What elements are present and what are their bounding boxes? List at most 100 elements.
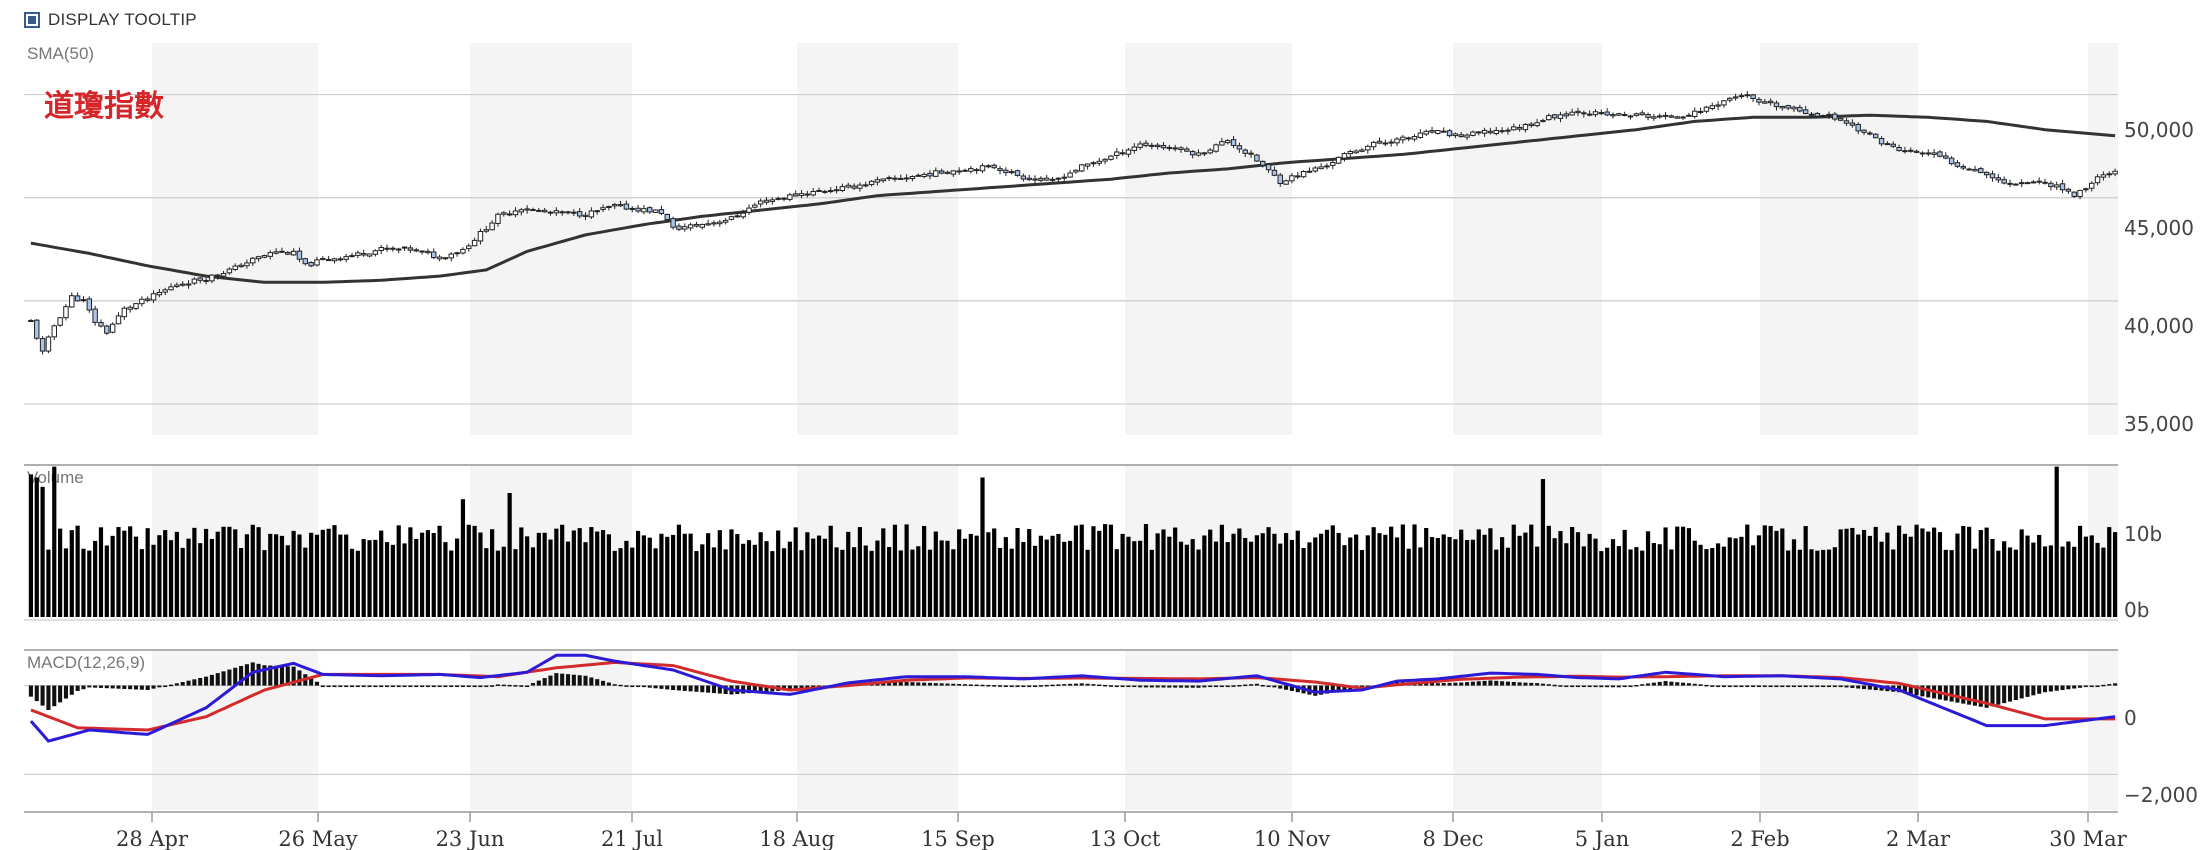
volume-bar bbox=[2072, 546, 2077, 617]
macd-histogram-bar bbox=[495, 684, 501, 686]
macd-histogram-bar bbox=[1949, 685, 1954, 702]
macd-histogram-bar bbox=[1027, 685, 1032, 688]
macd-histogram-bar bbox=[227, 669, 232, 686]
volume-bar bbox=[1645, 531, 1651, 617]
price-axis: 50,000 45,000 40,000 35,000 bbox=[2124, 118, 2194, 436]
volume-bar bbox=[1873, 526, 1878, 617]
macd-histogram-bar bbox=[163, 685, 168, 688]
volume-bar bbox=[139, 549, 144, 617]
candle-body bbox=[1324, 165, 1330, 168]
volume-bar bbox=[624, 540, 629, 617]
macd-histogram-bar bbox=[1990, 685, 1995, 707]
candle-body bbox=[203, 279, 209, 282]
volume-bar bbox=[513, 549, 518, 617]
tooltip-toggle[interactable]: DISPLAY TOOLTIP bbox=[24, 8, 197, 32]
volume-bar bbox=[40, 486, 45, 617]
sma-path bbox=[30, 113, 2116, 284]
tooltip-checkbox[interactable] bbox=[24, 12, 40, 28]
volume-bar bbox=[1832, 547, 1837, 617]
macd-histogram-bar bbox=[425, 685, 430, 688]
month-band bbox=[2088, 650, 2118, 810]
candle-body bbox=[1832, 113, 1838, 120]
candle-body bbox=[267, 252, 273, 257]
candle-body bbox=[828, 190, 834, 193]
macd-histogram-bar bbox=[355, 685, 360, 688]
volume-bar bbox=[986, 532, 991, 617]
volume-bar bbox=[1780, 528, 1785, 617]
macd-histogram-bar bbox=[490, 685, 495, 687]
candle-body bbox=[559, 211, 565, 214]
macd-histogram-bar bbox=[180, 682, 185, 686]
volume-bar bbox=[98, 527, 104, 617]
macd-histogram-bar bbox=[1832, 685, 1837, 688]
candle-body bbox=[1989, 173, 1996, 179]
macd-histogram-bar bbox=[1173, 685, 1178, 688]
candle-body bbox=[1540, 119, 1546, 123]
volume-bar bbox=[519, 527, 524, 617]
volume-bar bbox=[2054, 466, 2059, 617]
candle-body bbox=[308, 262, 314, 267]
candle-body bbox=[1429, 130, 1435, 133]
candle-body bbox=[1528, 123, 1535, 127]
macd-histogram-bar bbox=[1756, 685, 1762, 688]
volume-bar bbox=[373, 539, 378, 617]
volume-bar bbox=[1470, 539, 1476, 617]
macd-histogram-bar bbox=[1260, 684, 1265, 687]
macd-histogram-bar bbox=[1494, 680, 1499, 686]
tooltip-label[interactable]: DISPLAY TOOLTIP bbox=[48, 10, 197, 29]
volume-bar bbox=[764, 541, 769, 617]
volume-bar bbox=[1774, 530, 1779, 617]
candle-body bbox=[1709, 105, 1715, 109]
volume-bar bbox=[2007, 547, 2013, 617]
candle-body bbox=[185, 283, 192, 286]
candle-body bbox=[34, 319, 40, 339]
volume-bar bbox=[630, 547, 635, 617]
volume-bar bbox=[431, 533, 436, 617]
candlesticks[interactable] bbox=[28, 90, 2118, 355]
volume-bar bbox=[250, 524, 255, 617]
volume-bars[interactable] bbox=[28, 466, 2118, 617]
volume-bar bbox=[466, 524, 471, 617]
candle-body bbox=[407, 247, 414, 251]
macd-histogram-bar bbox=[1103, 684, 1108, 687]
candle-body bbox=[1125, 149, 1132, 155]
volume-bar bbox=[1856, 534, 1861, 617]
macd-histogram-bar bbox=[466, 685, 471, 688]
volume-bar bbox=[571, 530, 576, 617]
volume-bar bbox=[1680, 526, 1686, 617]
macd-histogram-bar bbox=[1593, 685, 1598, 688]
candle-body bbox=[98, 321, 104, 327]
candle-body bbox=[1727, 97, 1733, 101]
candle-body bbox=[174, 284, 180, 287]
candle-body bbox=[442, 257, 449, 260]
month-bands bbox=[152, 43, 2118, 810]
volume-bar bbox=[1523, 532, 1528, 617]
macd-histogram-bar bbox=[968, 684, 973, 686]
volume-bar bbox=[2002, 541, 2007, 617]
sma-panel-label: SMA(50) bbox=[27, 44, 94, 63]
candle-body bbox=[109, 323, 116, 333]
candle-body bbox=[1073, 169, 1079, 173]
volume-bar bbox=[1324, 529, 1330, 617]
volume-bar bbox=[1967, 526, 1972, 617]
candle-body bbox=[1400, 136, 1406, 141]
candle-body bbox=[728, 216, 735, 220]
volume-bar bbox=[1038, 535, 1043, 617]
candle-body bbox=[763, 199, 770, 203]
volume-bar bbox=[425, 530, 431, 617]
candle-body bbox=[273, 251, 279, 254]
volume-bar bbox=[1202, 535, 1207, 617]
candle-body bbox=[1878, 138, 1885, 145]
candle-body bbox=[1487, 130, 1494, 134]
macd-histogram-bar bbox=[1068, 683, 1073, 686]
volume-bar bbox=[402, 543, 407, 617]
candle-body bbox=[1873, 133, 1879, 139]
volume-bar bbox=[495, 550, 501, 617]
candle-body bbox=[892, 177, 898, 180]
candle-body bbox=[1686, 114, 1692, 117]
candle-body bbox=[1849, 122, 1856, 126]
candle-body bbox=[261, 255, 268, 258]
macd-histogram-bar bbox=[1295, 685, 1300, 693]
candle-body bbox=[1330, 161, 1336, 166]
